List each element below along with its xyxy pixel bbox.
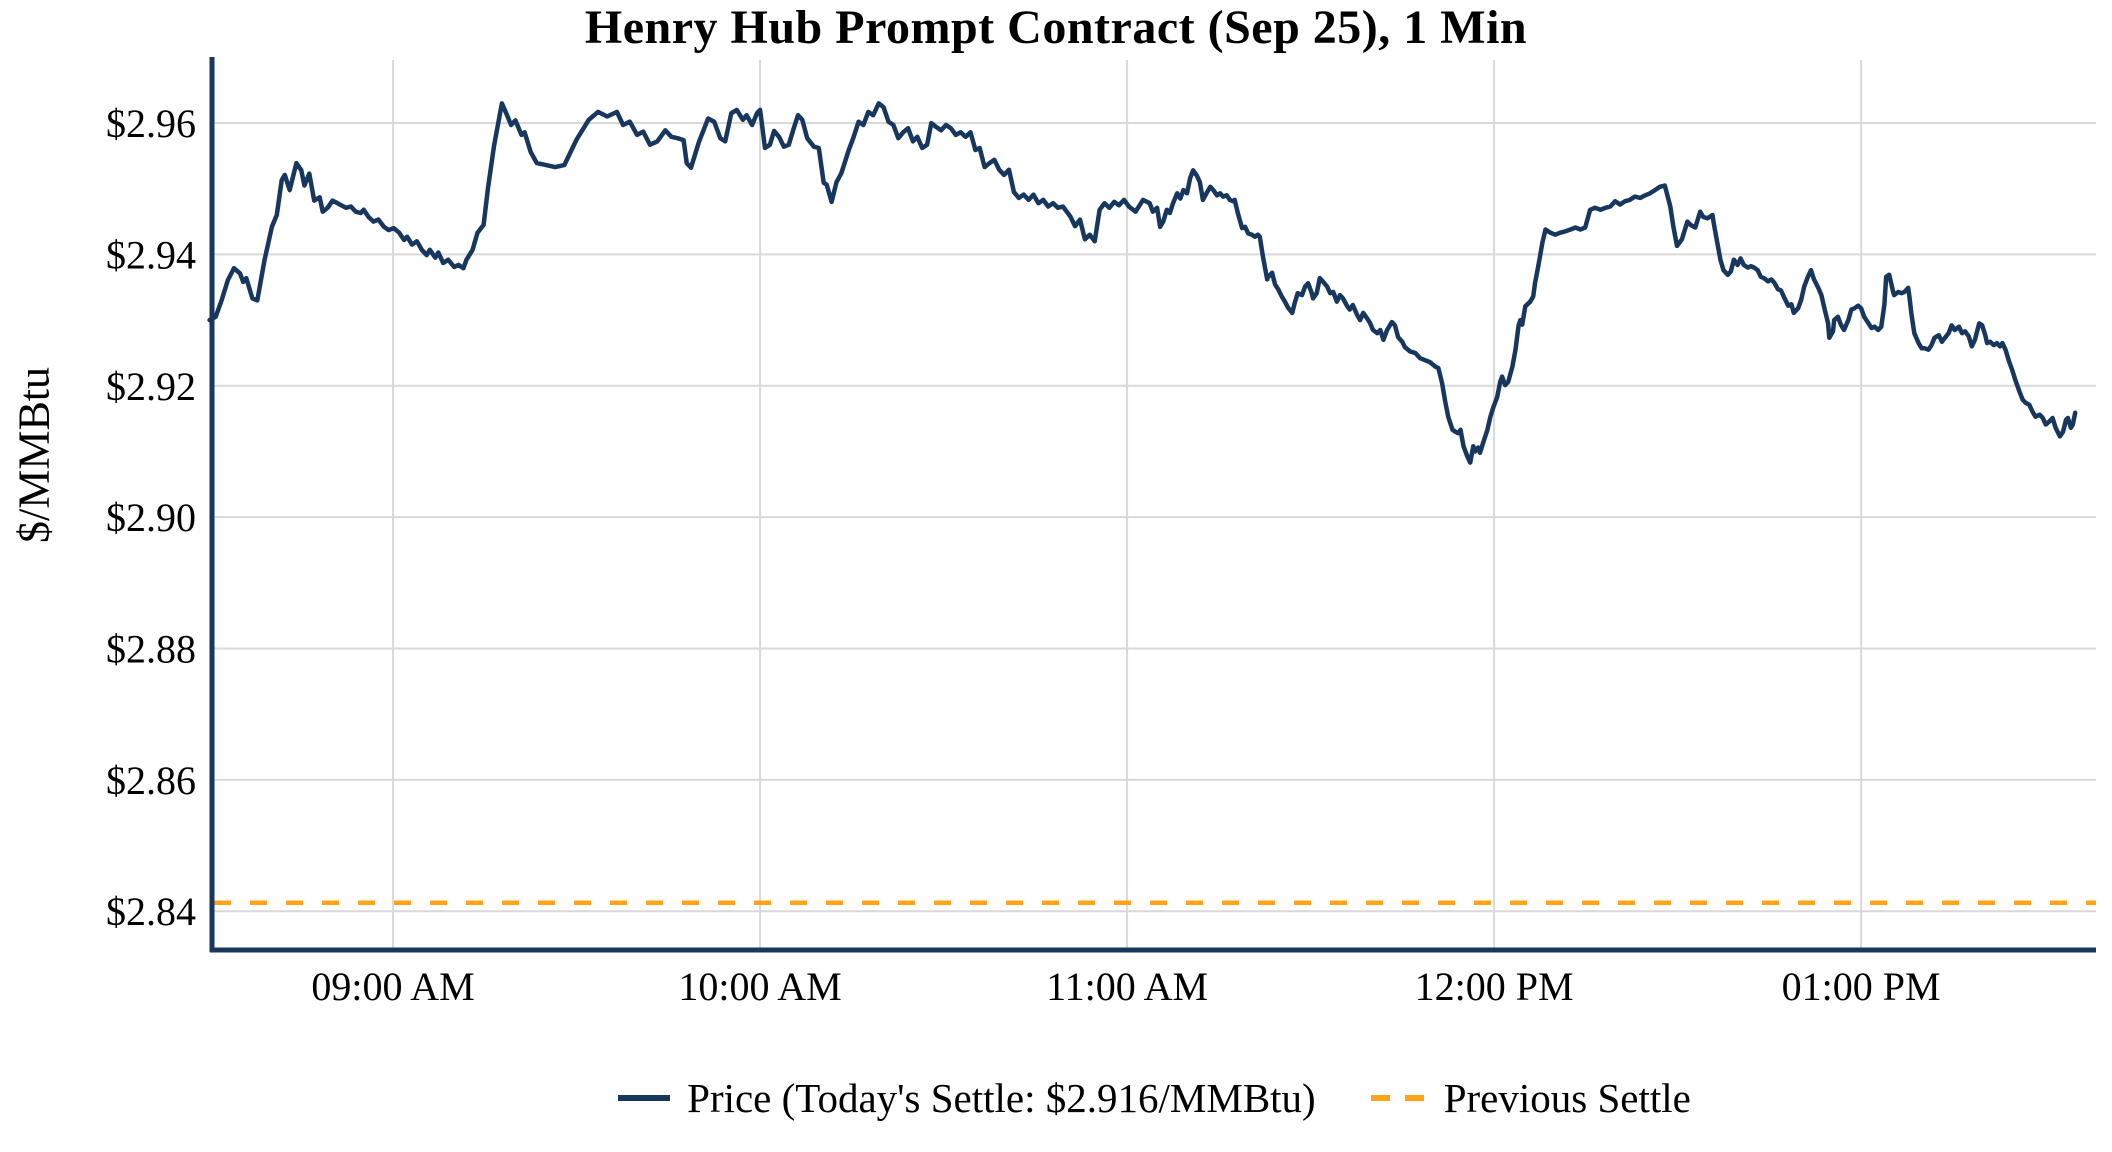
x-tick-label: 10:00 AM xyxy=(678,964,841,1009)
previous-settle-dash-swatch-icon xyxy=(1370,1095,1427,1101)
x-tick-label: 11:00 AM xyxy=(1046,964,1208,1009)
y-tick-label: $2.94 xyxy=(106,232,196,277)
y-tick-label: $2.96 xyxy=(106,101,196,146)
price-line-swatch-icon xyxy=(618,1095,671,1101)
y-tick-label: $2.92 xyxy=(106,364,196,409)
legend-price-label: Price (Today's Settle: $2.916/MMBtu) xyxy=(687,1075,1316,1121)
legend-prev-settle-label: Previous Settle xyxy=(1443,1075,1691,1121)
x-tick-label: 01:00 PM xyxy=(1782,964,1941,1009)
price-line xyxy=(207,101,2078,465)
y-tick-label: $2.84 xyxy=(106,889,196,934)
y-tick-label: $2.86 xyxy=(106,758,196,803)
x-tick-label: 12:00 PM xyxy=(1415,964,1574,1009)
y-tick-label: $2.90 xyxy=(106,495,196,540)
x-tick-label: 09:00 AM xyxy=(311,964,474,1009)
chart-legend: Price (Today's Settle: $2.916/MMBtu) Pre… xyxy=(212,1068,2096,1128)
y-tick-label: $2.88 xyxy=(106,627,196,672)
chart-title: Henry Hub Prompt Contract (Sep 25), 1 Mi… xyxy=(584,1,1528,54)
